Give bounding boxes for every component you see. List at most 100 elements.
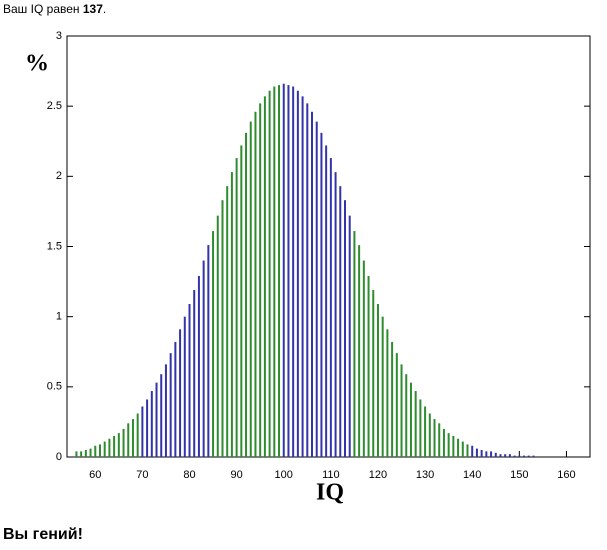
bar bbox=[221, 200, 224, 457]
bar bbox=[249, 121, 252, 457]
x-tick-label: 70 bbox=[136, 469, 148, 481]
bar bbox=[475, 448, 478, 457]
bar bbox=[424, 406, 427, 457]
bar bbox=[287, 85, 290, 457]
y-axis-label: % bbox=[25, 51, 49, 77]
bar bbox=[306, 103, 309, 458]
bar bbox=[174, 341, 177, 457]
bar bbox=[372, 290, 375, 457]
bar bbox=[169, 353, 172, 457]
bar bbox=[141, 406, 144, 457]
bar bbox=[315, 121, 318, 457]
bar bbox=[447, 433, 450, 457]
bar bbox=[376, 304, 379, 457]
x-tick-label: 90 bbox=[230, 469, 242, 481]
x-axis-label: IQ bbox=[316, 480, 344, 506]
y-tick-label: 2.5 bbox=[47, 100, 62, 112]
bar bbox=[461, 441, 464, 457]
y-tick-label: 1.5 bbox=[47, 240, 62, 252]
bar bbox=[296, 90, 299, 457]
bar bbox=[263, 96, 266, 458]
verdict: Вы гений! bbox=[3, 526, 83, 543]
bar bbox=[419, 399, 422, 457]
bar bbox=[122, 428, 125, 457]
bar bbox=[311, 111, 314, 457]
y-tick-label: 3 bbox=[56, 30, 62, 42]
bar bbox=[113, 435, 116, 457]
bar bbox=[117, 433, 120, 457]
bar bbox=[353, 231, 356, 457]
bar bbox=[409, 382, 412, 457]
bar bbox=[433, 419, 436, 457]
bar bbox=[146, 399, 149, 457]
bar bbox=[127, 423, 130, 457]
x-tick-label: 60 bbox=[89, 469, 101, 481]
x-tick-label: 150 bbox=[510, 469, 528, 481]
bar bbox=[414, 391, 417, 457]
bar bbox=[245, 132, 248, 457]
x-tick-label: 140 bbox=[463, 469, 481, 481]
bar bbox=[391, 341, 394, 457]
bar bbox=[381, 316, 384, 457]
bar bbox=[339, 186, 342, 457]
bar bbox=[160, 374, 163, 457]
bar bbox=[362, 260, 365, 457]
bar bbox=[523, 455, 526, 457]
bar bbox=[452, 435, 455, 457]
bar bbox=[282, 83, 285, 458]
bar bbox=[471, 445, 474, 457]
bar bbox=[367, 275, 370, 457]
bar bbox=[131, 419, 134, 457]
bar bbox=[150, 391, 153, 457]
bar bbox=[527, 455, 530, 457]
bar bbox=[164, 364, 167, 457]
header-suffix: . bbox=[103, 2, 106, 16]
bar bbox=[499, 454, 502, 457]
y-tick-label: 0.5 bbox=[47, 381, 62, 393]
bar bbox=[89, 448, 92, 457]
bar bbox=[485, 451, 488, 457]
bar bbox=[108, 438, 111, 457]
bar bbox=[278, 85, 281, 457]
bar bbox=[240, 145, 243, 457]
bar bbox=[386, 329, 389, 457]
bar bbox=[226, 186, 229, 457]
bar bbox=[273, 86, 276, 458]
bar bbox=[508, 454, 511, 457]
y-tick-label: 2 bbox=[56, 170, 62, 182]
x-tick-label: 100 bbox=[275, 469, 293, 481]
bar bbox=[188, 304, 191, 457]
bar bbox=[75, 451, 78, 457]
bar bbox=[103, 441, 106, 457]
bar bbox=[259, 103, 262, 458]
bar bbox=[320, 132, 323, 457]
bar bbox=[348, 215, 351, 457]
bar bbox=[494, 452, 497, 457]
bar bbox=[466, 444, 469, 457]
bar bbox=[438, 423, 441, 457]
bar bbox=[504, 454, 507, 457]
bar bbox=[490, 451, 493, 457]
bar bbox=[235, 158, 238, 457]
x-tick-label: 120 bbox=[369, 469, 387, 481]
bar bbox=[268, 90, 271, 457]
bar bbox=[358, 245, 361, 457]
bar bbox=[207, 245, 210, 457]
bar bbox=[329, 158, 332, 457]
x-tick-label: 80 bbox=[183, 469, 195, 481]
bar bbox=[155, 382, 158, 457]
bar bbox=[183, 316, 186, 457]
bar bbox=[98, 444, 101, 457]
iq-score: 137 bbox=[83, 2, 103, 16]
x-tick-label: 160 bbox=[557, 469, 575, 481]
bar bbox=[442, 428, 445, 457]
bar bbox=[301, 96, 304, 458]
bar bbox=[94, 445, 97, 457]
bar bbox=[84, 449, 87, 457]
bar bbox=[343, 200, 346, 457]
bar bbox=[212, 231, 215, 457]
bar bbox=[202, 260, 205, 457]
bar bbox=[325, 145, 328, 457]
y-tick-label: 0 bbox=[56, 451, 62, 463]
